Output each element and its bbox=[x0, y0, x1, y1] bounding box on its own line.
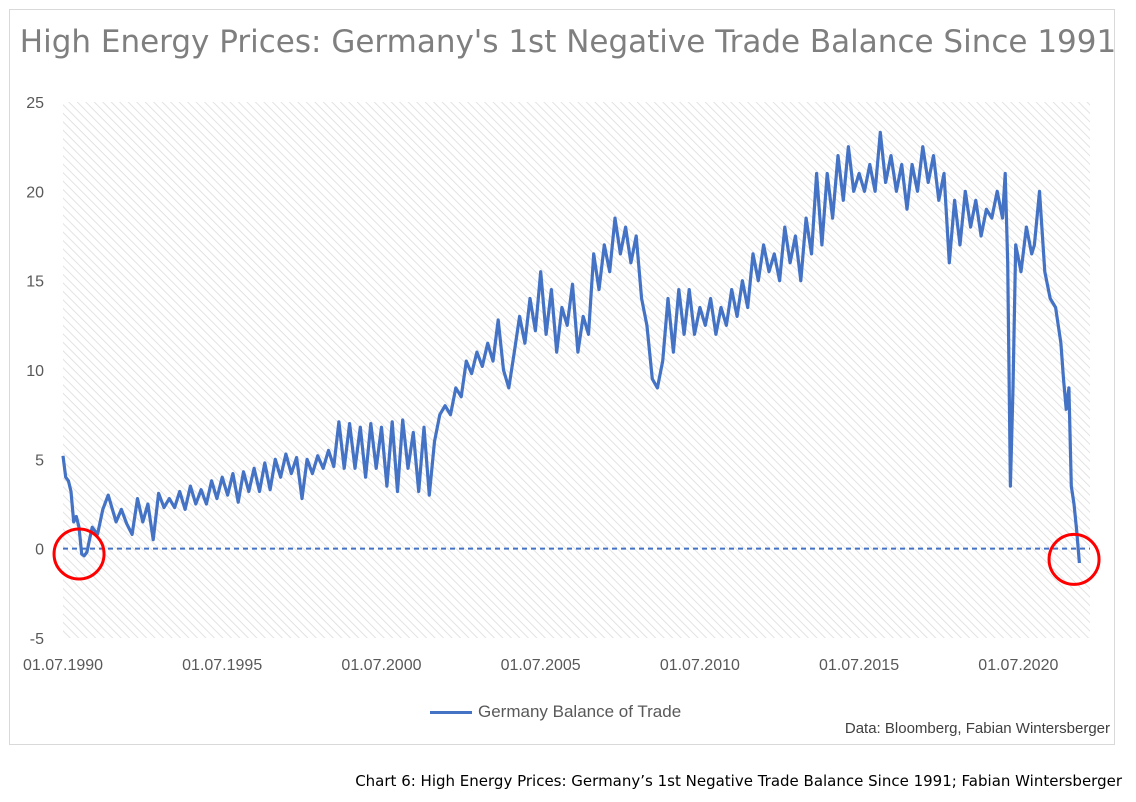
y-tick-label: 5 bbox=[35, 452, 44, 469]
y-tick-label: -5 bbox=[30, 631, 44, 648]
legend-label: Germany Balance of Trade bbox=[478, 702, 682, 721]
x-tick-label: 01.07.2005 bbox=[501, 657, 581, 674]
y-tick-label: 15 bbox=[26, 274, 44, 291]
x-tick-label: 01.07.1990 bbox=[23, 657, 103, 674]
series-line-germany-balance-of-trade bbox=[61, 130, 1081, 564]
x-tick-label: 01.07.1995 bbox=[182, 657, 262, 674]
x-axis: 01.07.1990 01.07.1995 01.07.2000 01.07.2005… bbox=[23, 657, 1059, 674]
x-tick-label: 01.07.2000 bbox=[341, 657, 421, 674]
figure-caption: Chart 6: High Energy Prices: Germany’s 1… bbox=[355, 772, 1122, 790]
x-tick-label: 01.07.2015 bbox=[819, 657, 899, 674]
highlight-circle bbox=[1047, 532, 1101, 586]
highlight-circles bbox=[52, 527, 1101, 586]
y-tick-label: 10 bbox=[26, 363, 44, 380]
y-tick-label: 20 bbox=[26, 184, 44, 201]
legend: Germany Balance of Trade bbox=[430, 700, 681, 724]
source-note: Data: Bloomberg, Fabian Wintersberger bbox=[844, 720, 1110, 737]
y-tick-label: 0 bbox=[35, 542, 44, 559]
y-tick-label: 25 bbox=[26, 95, 44, 112]
legend-swatch bbox=[430, 710, 472, 714]
x-tick-label: 01.07.2020 bbox=[978, 657, 1058, 674]
x-tick-label: 01.07.2010 bbox=[660, 657, 740, 674]
chart-title: High Energy Prices: Germany's 1st Negati… bbox=[19, 24, 1117, 60]
highlight-circle bbox=[52, 527, 106, 581]
y-axis: 25 20 15 10 5 0 -5 bbox=[26, 95, 44, 648]
